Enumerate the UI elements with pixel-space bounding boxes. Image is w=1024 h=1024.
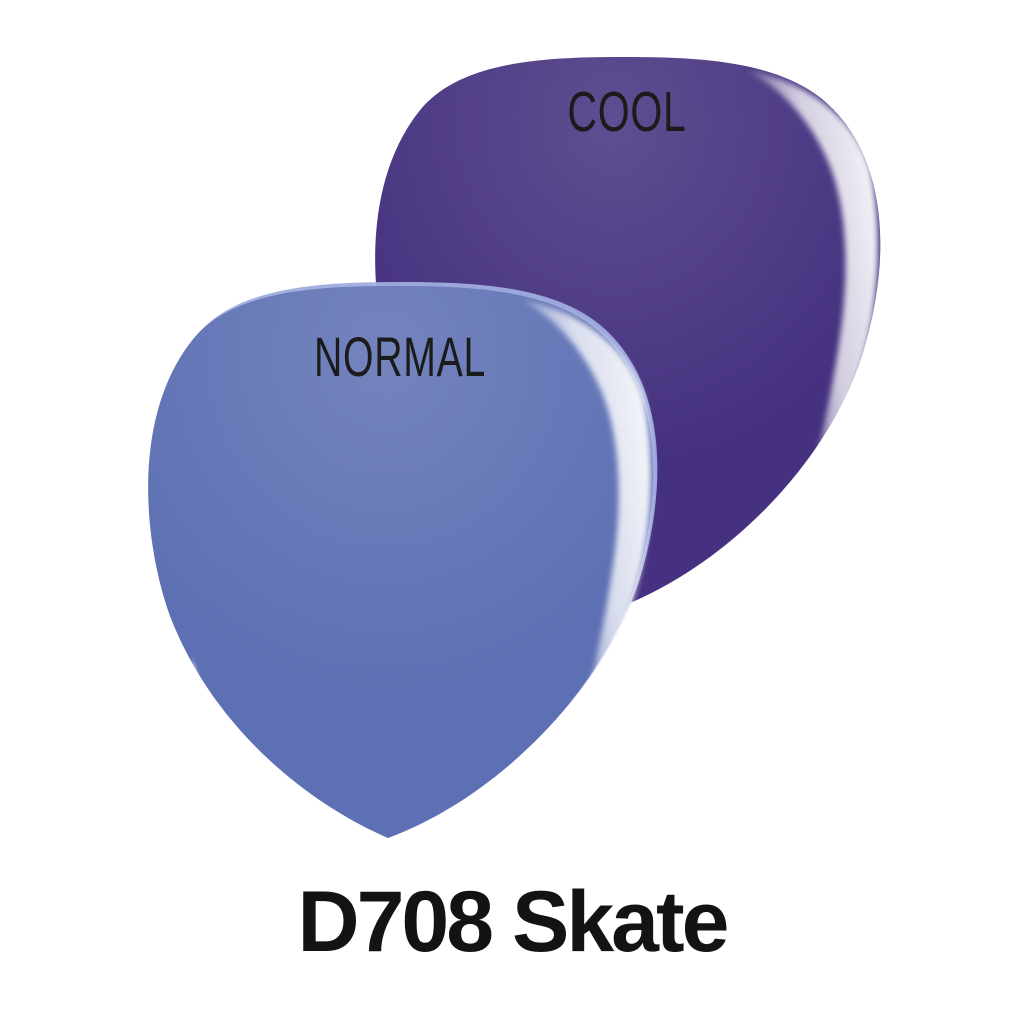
normal-swatch-label: NORMAL [314, 325, 486, 388]
cool-swatch-label: COOL [567, 80, 687, 144]
product-name: D708 Skate [297, 874, 730, 970]
